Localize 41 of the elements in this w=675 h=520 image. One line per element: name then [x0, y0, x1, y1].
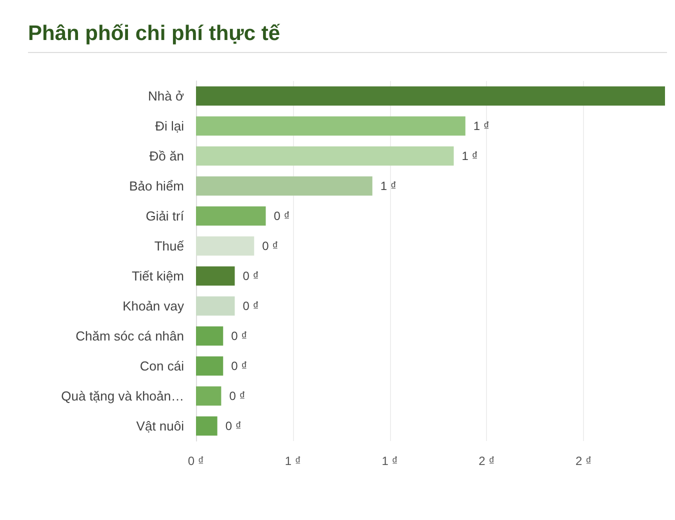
y-tick-label: Con cái: [140, 358, 184, 374]
data-label: 0 ₫: [242, 269, 259, 283]
y-tick-label: Đồ ăn: [149, 148, 184, 164]
data-label: 0 ₫: [225, 419, 242, 433]
data-label: 0 ₫: [242, 299, 259, 313]
chart-title: Phân phối chi phí thực tế: [28, 22, 282, 46]
y-tick-label: Quà tặng và khoản…: [61, 388, 184, 404]
data-label: 0 ₫: [262, 239, 278, 253]
bar: [196, 146, 454, 166]
data-label: 1 ₫: [473, 119, 490, 133]
data-label: 0 ₫: [274, 209, 290, 223]
bar: [196, 116, 466, 136]
data-label: 1 ₫: [462, 149, 478, 163]
x-tick-label: 2 ₫: [478, 454, 495, 468]
x-tick-label: 1 ₫: [382, 454, 398, 468]
y-tick-label: Thuế: [154, 238, 185, 254]
x-tick-label: 1 ₫: [284, 454, 301, 468]
x-tick-label: 2 ₫: [576, 454, 592, 468]
bar: [196, 326, 224, 346]
data-label: 0 ₫: [229, 389, 246, 403]
y-tick-label: Vật nuôi: [136, 418, 184, 434]
y-tick-label: Nhà ở: [148, 88, 184, 104]
bar: [196, 296, 235, 316]
bar: [196, 356, 224, 376]
data-label: 0 ₫: [231, 329, 248, 343]
bar: [196, 206, 266, 226]
data-label: 1 ₫: [380, 179, 397, 193]
bar: [196, 266, 235, 286]
y-tick-label: Bảo hiểm: [129, 178, 184, 194]
x-tick-label: 0 ₫: [188, 454, 204, 468]
y-tick-label: Chăm sóc cá nhân: [76, 328, 184, 344]
bar: [196, 86, 665, 106]
bar: [196, 416, 218, 436]
data-label: 0 ₫: [231, 359, 248, 373]
y-tick-label: Đi lại: [155, 118, 184, 134]
y-tick-label: Khoản vay: [122, 298, 184, 314]
bar: [196, 386, 222, 406]
bar: [196, 176, 372, 196]
y-tick-label: Tiết kiệm: [132, 268, 184, 284]
y-tick-label: Giải trí: [146, 208, 184, 224]
bar: [196, 236, 254, 256]
